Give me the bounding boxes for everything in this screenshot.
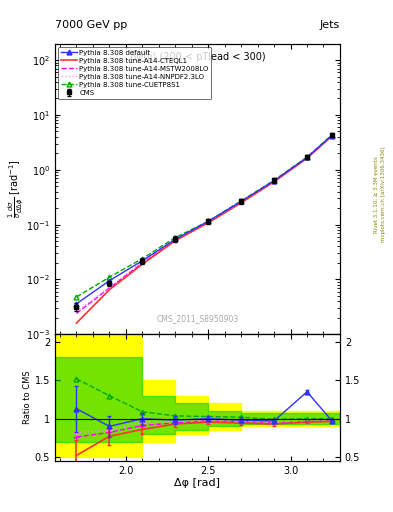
Pythia 8.308 default <box>107 278 112 284</box>
Pythia 8.308 tune-CUETP8S1 <box>107 274 112 280</box>
Pythia 8.308 default <box>239 198 244 204</box>
Pythia 8.308 tune-A14-CTEQL1 <box>272 179 276 185</box>
Pythia 8.308 default <box>272 178 276 184</box>
Pythia 8.308 default <box>305 154 309 160</box>
Pythia 8.308 tune-A14-MSTW2008LO <box>272 178 276 184</box>
Legend: Pythia 8.308 default, Pythia 8.308 tune-A14-CTEQL1, Pythia 8.308 tune-A14-MSTW20: Pythia 8.308 default, Pythia 8.308 tune-… <box>59 47 211 99</box>
Pythia 8.308 tune-A14-NNPDF2.3LO <box>239 199 244 205</box>
Pythia 8.308 tune-A14-CTEQL1 <box>107 287 112 293</box>
Y-axis label: $\frac{1}{\sigma}\frac{d\sigma}{d\Delta\phi}$ [rad$^{-1}$]: $\frac{1}{\sigma}\frac{d\sigma}{d\Delta\… <box>6 160 25 218</box>
Pythia 8.308 tune-A14-MSTW2008LO <box>305 155 309 161</box>
Text: Rivet 3.1.10, ≥ 3.3M events: Rivet 3.1.10, ≥ 3.3M events <box>374 156 378 233</box>
Line: Pythia 8.308 tune-A14-MSTW2008LO: Pythia 8.308 tune-A14-MSTW2008LO <box>76 136 332 313</box>
Text: CMS_2011_S8950903: CMS_2011_S8950903 <box>156 314 239 323</box>
Pythia 8.308 tune-A14-MSTW2008LO <box>173 237 178 243</box>
Pythia 8.308 tune-CUETP8S1 <box>173 234 178 241</box>
Pythia 8.308 tune-A14-CTEQL1 <box>74 320 79 326</box>
Pythia 8.308 tune-A14-NNPDF2.3LO <box>74 309 79 315</box>
Pythia 8.308 tune-A14-MSTW2008LO <box>74 310 79 316</box>
Pythia 8.308 tune-A14-NNPDF2.3LO <box>272 178 276 184</box>
X-axis label: Δφ [rad]: Δφ [rad] <box>174 478 220 488</box>
Text: Δφ(jj) (200 < pTlead < 300): Δφ(jj) (200 < pTlead < 300) <box>130 52 265 62</box>
Pythia 8.308 tune-A14-CTEQL1 <box>206 220 211 226</box>
Pythia 8.308 tune-A14-NNPDF2.3LO <box>329 133 334 139</box>
Pythia 8.308 default <box>173 236 178 242</box>
Pythia 8.308 tune-A14-CTEQL1 <box>305 155 309 161</box>
Pythia 8.308 default <box>74 301 79 307</box>
Text: 7000 GeV pp: 7000 GeV pp <box>55 19 127 30</box>
Pythia 8.308 default <box>140 258 145 264</box>
Pythia 8.308 tune-A14-MSTW2008LO <box>239 200 244 206</box>
Pythia 8.308 tune-CUETP8S1 <box>206 218 211 224</box>
Pythia 8.308 tune-A14-NNPDF2.3LO <box>107 284 112 290</box>
Line: Pythia 8.308 tune-CUETP8S1: Pythia 8.308 tune-CUETP8S1 <box>74 133 334 300</box>
Pythia 8.308 tune-A14-MSTW2008LO <box>206 220 211 226</box>
Pythia 8.308 tune-A14-MSTW2008LO <box>107 285 112 291</box>
Line: Pythia 8.308 tune-A14-NNPDF2.3LO: Pythia 8.308 tune-A14-NNPDF2.3LO <box>76 136 332 312</box>
Y-axis label: Ratio to CMS: Ratio to CMS <box>23 371 32 424</box>
Pythia 8.308 tune-A14-NNPDF2.3LO <box>305 155 309 161</box>
Pythia 8.308 tune-CUETP8S1 <box>74 294 79 300</box>
Line: Pythia 8.308 tune-A14-CTEQL1: Pythia 8.308 tune-A14-CTEQL1 <box>76 136 332 323</box>
Pythia 8.308 tune-CUETP8S1 <box>239 198 244 204</box>
Pythia 8.308 default <box>329 133 334 139</box>
Pythia 8.308 tune-A14-NNPDF2.3LO <box>140 259 145 265</box>
Pythia 8.308 tune-A14-NNPDF2.3LO <box>173 237 178 243</box>
Pythia 8.308 tune-A14-MSTW2008LO <box>329 133 334 139</box>
Text: Jets: Jets <box>320 19 340 30</box>
Pythia 8.308 tune-A14-CTEQL1 <box>173 238 178 244</box>
Pythia 8.308 tune-A14-CTEQL1 <box>329 133 334 139</box>
Pythia 8.308 tune-CUETP8S1 <box>305 154 309 160</box>
Pythia 8.308 tune-A14-MSTW2008LO <box>140 260 145 266</box>
Pythia 8.308 default <box>206 218 211 224</box>
Pythia 8.308 tune-A14-NNPDF2.3LO <box>206 219 211 225</box>
Pythia 8.308 tune-A14-CTEQL1 <box>239 200 244 206</box>
Pythia 8.308 tune-CUETP8S1 <box>140 255 145 262</box>
Pythia 8.308 tune-CUETP8S1 <box>329 132 334 138</box>
Text: mcplots.cern.ch [arXiv:1306.3436]: mcplots.cern.ch [arXiv:1306.3436] <box>381 147 386 242</box>
Pythia 8.308 tune-A14-CTEQL1 <box>140 261 145 267</box>
Pythia 8.308 tune-CUETP8S1 <box>272 177 276 183</box>
Line: Pythia 8.308 default: Pythia 8.308 default <box>74 133 334 306</box>
